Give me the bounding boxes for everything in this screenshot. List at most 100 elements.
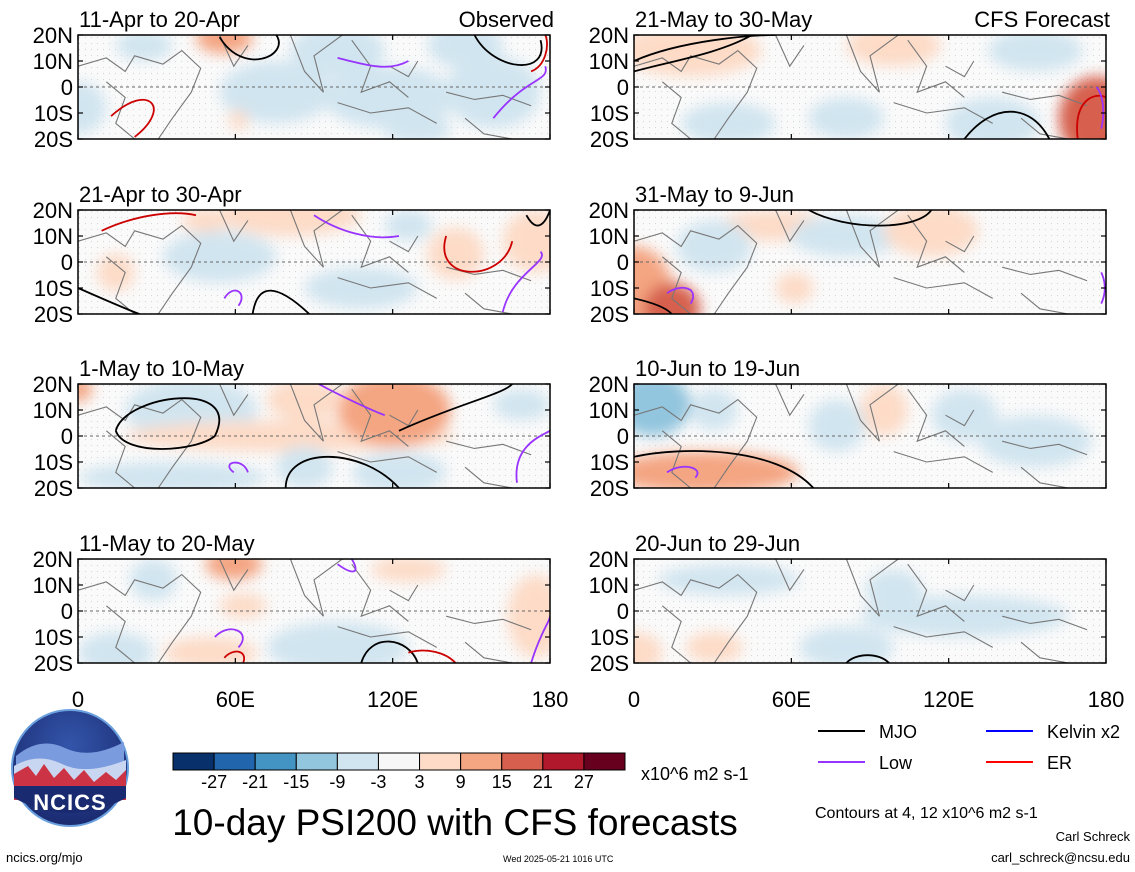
lat-tick-label: 20S (34, 651, 73, 676)
coastline (662, 82, 690, 139)
coastline (106, 431, 134, 488)
contour-line (503, 252, 542, 312)
lon-tick-label: 60E (216, 687, 255, 712)
colorbar-swatch (501, 752, 544, 771)
anomaly-blob (351, 451, 447, 488)
panel-date-label: 21-Apr to 30-Apr (79, 182, 242, 207)
lat-tick-label: 0 (61, 599, 73, 624)
contour-line (846, 655, 888, 663)
lon-tick-label: 60E (772, 687, 811, 712)
coastline (352, 215, 409, 272)
anomaly-blob (78, 384, 93, 402)
ncics-logo: NCICS (10, 708, 130, 828)
lat-tick-label: 20N (589, 23, 629, 48)
anomaly-blob (676, 220, 752, 273)
contours (634, 451, 813, 488)
author-email[interactable]: carl_schreck@ncsu.edu (991, 850, 1130, 865)
colorbar-swatch (583, 752, 626, 771)
coastline (946, 410, 974, 426)
contour-line (229, 463, 248, 473)
coastline (446, 441, 531, 455)
coastline (662, 257, 690, 314)
coastlines (78, 35, 531, 139)
coastline (220, 35, 248, 66)
colorbar-units: x10^6 m2 s-1 (641, 764, 749, 784)
lat-tick-label: 0 (61, 424, 73, 449)
lat-tick-label: 10S (590, 625, 629, 650)
anomaly-blob (681, 102, 776, 139)
anomaly-blob (446, 55, 541, 129)
anomaly-blob (988, 35, 1083, 72)
anomaly-blob (1058, 76, 1106, 139)
contour-line (634, 35, 752, 71)
contour-line (215, 629, 243, 647)
contour-line (634, 451, 813, 488)
anomaly-blob (860, 384, 908, 436)
lat-tick-label: 20S (590, 476, 629, 501)
anomaly-blob (427, 227, 484, 280)
coastline (465, 118, 512, 139)
lat-tick-label: 20N (33, 372, 73, 397)
coastline (106, 82, 134, 139)
contour-line (634, 298, 672, 314)
contour-line (116, 398, 219, 449)
legend-label: ER (1047, 753, 1072, 773)
colorbar-label: -15 (283, 772, 309, 792)
contour-line (319, 384, 385, 415)
coastlines (634, 559, 1087, 663)
anomaly-blob (276, 446, 333, 488)
colorbar-label: 27 (574, 772, 594, 792)
lat-tick-label: 10N (33, 224, 73, 249)
coastline (662, 606, 690, 663)
anomaly-blob (78, 631, 154, 663)
coastline (78, 51, 201, 139)
lat-tick-label: 0 (61, 75, 73, 100)
lat-tick-label: 10N (33, 398, 73, 423)
anomaly-blob (162, 637, 258, 663)
coastline (390, 61, 418, 77)
coastline (776, 384, 804, 415)
panel-date-label: 20-Jun to 29-Jun (635, 531, 800, 556)
panel-date-label: 1-May to 10-May (79, 356, 244, 381)
colorbar-label: -21 (242, 772, 268, 792)
anomaly-blob (685, 631, 743, 663)
lat-tick-label: 10S (34, 276, 73, 301)
lat-tick-label: 20N (589, 198, 629, 223)
lat-tick-label: 0 (61, 250, 73, 275)
contour-line (809, 210, 932, 226)
author-name: Carl Schreck (1055, 829, 1130, 844)
coastline (634, 51, 757, 139)
anomaly-blob (162, 230, 277, 283)
lon-tick-label: 0 (72, 687, 84, 712)
lat-tick-label: 10S (34, 625, 73, 650)
contour-line (314, 215, 399, 237)
lat-tick-label: 20S (590, 651, 629, 676)
colorbar-swatch (542, 752, 585, 771)
coastline (846, 384, 898, 441)
coastline (465, 642, 512, 663)
anomaly-blob (219, 210, 362, 236)
coastline (352, 564, 409, 621)
colorbar-swatch (213, 752, 256, 771)
coastline (846, 210, 898, 267)
coastline (220, 384, 248, 415)
coastline (846, 559, 898, 616)
coastlines (78, 384, 531, 488)
anomaly-blob (690, 389, 738, 431)
contour-line (111, 100, 154, 137)
anomaly-blob (860, 595, 1069, 637)
coastline (1021, 642, 1068, 663)
colorbar-label: 3 (415, 772, 425, 792)
lat-tick-label: 20N (589, 547, 629, 572)
coastline (290, 35, 342, 92)
colorbar-label: 15 (492, 772, 512, 792)
source-url[interactable]: ncics.org/mjo (6, 850, 83, 865)
colorbar-label: -3 (370, 772, 386, 792)
coastline (290, 384, 342, 441)
contour-line (286, 457, 399, 488)
anomaly-blob (978, 415, 1092, 468)
